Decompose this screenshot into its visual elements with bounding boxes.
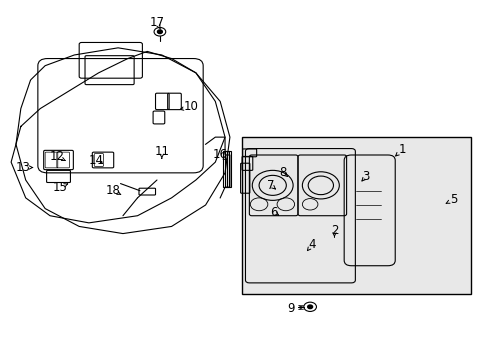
- Text: 18: 18: [105, 184, 121, 197]
- Text: 12: 12: [50, 150, 65, 163]
- Text: 14: 14: [88, 154, 103, 167]
- Bar: [222, 152, 226, 187]
- Text: 3: 3: [362, 170, 369, 183]
- Text: 7: 7: [267, 179, 274, 192]
- Text: 8: 8: [279, 166, 286, 179]
- Text: 16: 16: [212, 148, 227, 162]
- Text: 10: 10: [183, 100, 198, 113]
- Text: 13: 13: [16, 161, 31, 174]
- Text: 5: 5: [449, 193, 456, 206]
- Text: 4: 4: [308, 238, 316, 251]
- Circle shape: [307, 305, 312, 309]
- Text: 9: 9: [286, 302, 294, 315]
- Text: 11: 11: [154, 145, 169, 158]
- Text: 2: 2: [330, 224, 338, 237]
- Circle shape: [157, 30, 162, 33]
- Text: 1: 1: [398, 143, 406, 156]
- Bar: [242, 137, 469, 294]
- Text: 17: 17: [149, 16, 164, 29]
- Bar: [224, 152, 228, 187]
- Text: 6: 6: [269, 206, 277, 219]
- Text: 15: 15: [52, 181, 67, 194]
- Bar: [227, 152, 231, 187]
